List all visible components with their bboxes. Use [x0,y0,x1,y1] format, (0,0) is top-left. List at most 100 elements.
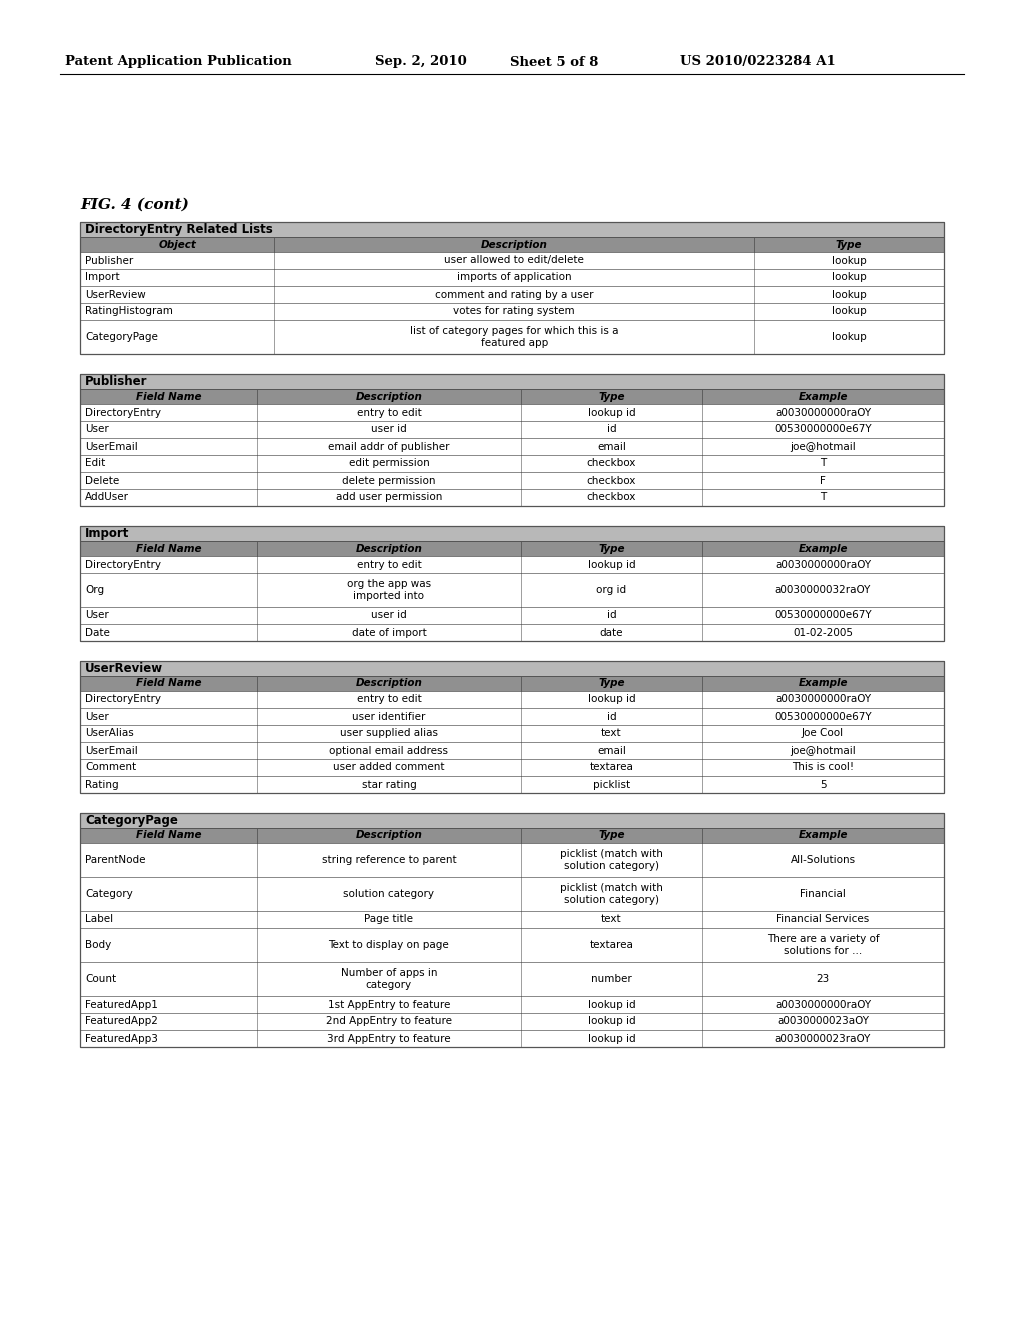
Text: lookup: lookup [831,289,866,300]
Bar [80,1012,944,1030]
Text: add user permission: add user permission [336,492,442,503]
Text: picklist (match with
solution category): picklist (match with solution category) [560,883,663,904]
Text: Label: Label [85,915,113,924]
Text: Field Name: Field Name [136,544,202,553]
Text: entry to edit: entry to edit [356,408,421,417]
Bar [80,573,944,607]
Bar [80,997,944,1012]
Bar [80,813,944,828]
Text: CategoryPage: CategoryPage [85,333,158,342]
Text: Description: Description [355,544,422,553]
Bar [80,541,944,556]
Bar [80,374,944,389]
Text: number: number [591,974,632,983]
Text: textarea: textarea [590,763,633,772]
Bar [80,374,944,506]
Text: user added comment: user added comment [333,763,444,772]
Bar [80,525,944,642]
Text: T: T [820,458,826,469]
Text: FIG. 4 (cont): FIG. 4 (cont) [80,198,188,213]
Text: lookup id: lookup id [588,408,635,417]
Text: email: email [597,441,626,451]
Text: Body: Body [85,940,112,950]
Text: Comment: Comment [85,763,136,772]
Text: textarea: textarea [590,940,633,950]
Text: Number of apps in
category: Number of apps in category [341,968,437,990]
Text: 01-02-2005: 01-02-2005 [793,627,853,638]
Text: Example: Example [799,830,848,841]
Text: lookup: lookup [831,333,866,342]
Bar [80,828,944,843]
Text: Sheet 5 of 8: Sheet 5 of 8 [510,55,598,69]
Text: DirectoryEntry: DirectoryEntry [85,560,161,569]
Text: 1st AppEntry to feature: 1st AppEntry to feature [328,999,451,1010]
Text: Type: Type [598,544,625,553]
Bar [80,607,944,624]
Text: text: text [601,729,622,738]
Text: user allowed to edit/delete: user allowed to edit/delete [444,256,584,265]
Text: votes for rating system: votes for rating system [454,306,574,317]
Text: lookup id: lookup id [588,560,635,569]
Text: Type: Type [598,392,625,401]
Text: Sep. 2, 2010: Sep. 2, 2010 [375,55,467,69]
Bar [80,404,944,421]
Text: UserReview: UserReview [85,289,145,300]
Bar [80,304,944,319]
Text: email addr of publisher: email addr of publisher [328,441,450,451]
Text: lookup id: lookup id [588,1034,635,1044]
Text: Field Name: Field Name [136,392,202,401]
Bar [80,252,944,269]
Text: user id: user id [371,610,407,620]
Text: Category: Category [85,888,133,899]
Text: Org: Org [85,585,104,595]
Text: Example: Example [799,678,848,689]
Text: Publisher: Publisher [85,375,147,388]
Text: Patent Application Publication: Patent Application Publication [65,55,292,69]
Text: a0030000000raOY: a0030000000raOY [775,999,871,1010]
Text: Type: Type [598,830,625,841]
Text: Field Name: Field Name [136,678,202,689]
Text: User: User [85,610,109,620]
Text: edit permission: edit permission [348,458,429,469]
Bar [80,286,944,304]
Bar [80,238,944,252]
Text: CategoryPage: CategoryPage [85,814,178,828]
Bar [80,525,944,541]
Text: date of import: date of import [351,627,426,638]
Text: 5: 5 [820,780,826,789]
Text: text: text [601,915,622,924]
Bar [80,661,944,793]
Text: email: email [597,746,626,755]
Text: UserAlias: UserAlias [85,729,134,738]
Text: Description: Description [355,830,422,841]
Text: AddUser: AddUser [85,492,129,503]
Text: Description: Description [355,678,422,689]
Text: id: id [606,711,616,722]
Text: Text to display on page: Text to display on page [329,940,450,950]
Text: UserEmail: UserEmail [85,746,138,755]
Text: star rating: star rating [361,780,416,789]
Bar [80,843,944,876]
Text: 00530000000e67Y: 00530000000e67Y [774,610,871,620]
Bar [80,742,944,759]
Bar [80,455,944,473]
Text: F: F [820,475,826,486]
Text: date: date [600,627,624,638]
Text: UserEmail: UserEmail [85,441,138,451]
Text: user identifier: user identifier [352,711,426,722]
Text: org id: org id [596,585,627,595]
Bar [80,222,944,238]
Text: DirectoryEntry Related Lists: DirectoryEntry Related Lists [85,223,272,236]
Text: optional email address: optional email address [330,746,449,755]
Text: FeaturedApp2: FeaturedApp2 [85,1016,158,1027]
Text: DirectoryEntry: DirectoryEntry [85,408,161,417]
Bar [80,708,944,725]
Bar [80,222,944,354]
Text: Joe Cool: Joe Cool [802,729,844,738]
Bar [80,690,944,708]
Text: ParentNode: ParentNode [85,855,145,865]
Bar [80,421,944,438]
Text: solution category: solution category [343,888,434,899]
Text: Import: Import [85,527,129,540]
Bar [80,962,944,997]
